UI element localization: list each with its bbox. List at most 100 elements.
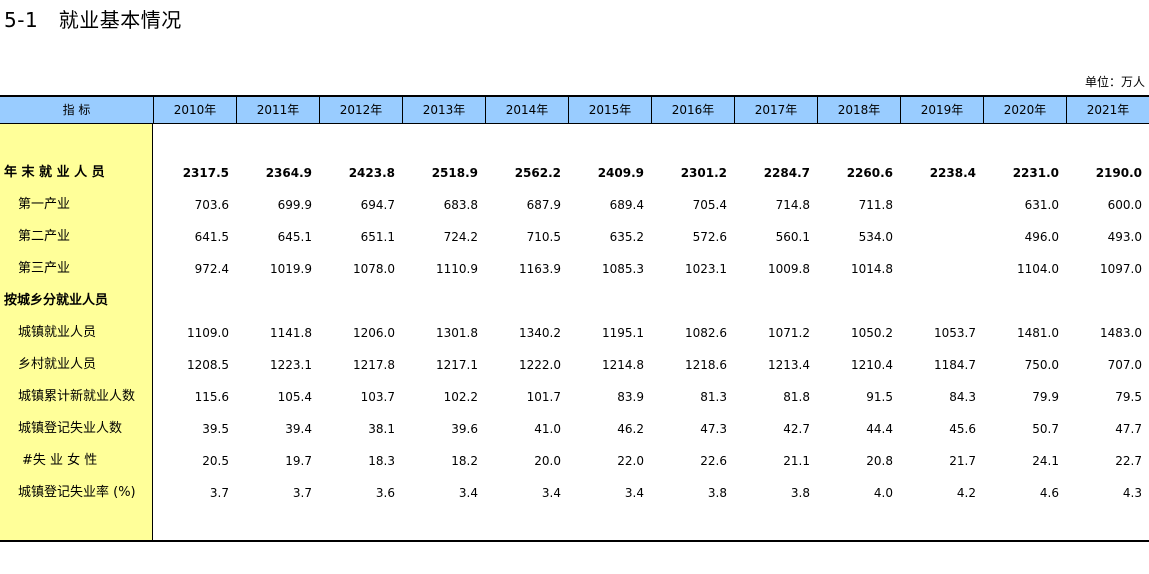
cell-value: 20.8 <box>866 454 893 468</box>
cell-value: 4.3 <box>1122 486 1142 500</box>
cell-value <box>1066 290 1142 312</box>
cell-value: 3.7 <box>209 486 229 500</box>
header-year: 2018年 <box>817 97 900 124</box>
cell-value: 493.0 <box>1107 230 1142 244</box>
cell-value: 699.9 <box>277 198 312 212</box>
cell-value: 47.7 <box>1115 422 1142 436</box>
cell-value: 710.5 <box>526 230 561 244</box>
cell-value: 694.7 <box>360 198 395 212</box>
cell-value: 1340.2 <box>519 326 561 340</box>
header-year: 2013年 <box>402 97 485 124</box>
cell-value: 651.1 <box>360 230 395 244</box>
cell-value: 45.6 <box>949 422 976 436</box>
cell-value: 1222.0 <box>519 358 561 372</box>
cell-value: 81.3 <box>700 390 727 404</box>
cell-value: 105.4 <box>277 390 312 404</box>
cell-value: 1184.7 <box>934 358 976 372</box>
table-row: 第一产业 703.6 699.9 694.7 683.8 687.9 689.4 705.4 7… <box>0 194 1149 216</box>
cell-value: 3.8 <box>707 486 727 500</box>
cell-value: 3.4 <box>541 486 561 500</box>
header-year: 2017年 <box>734 97 817 124</box>
cell-value: 1050.2 <box>851 326 893 340</box>
cell-value: 3.4 <box>458 486 478 500</box>
cell-value: 2238.4 <box>929 166 976 180</box>
cell-value: 1206.0 <box>353 326 395 340</box>
cell-value: 1109.0 <box>187 326 229 340</box>
cell-value: 707.0 <box>1107 358 1142 372</box>
cell-value: 1110.9 <box>436 262 478 276</box>
cell-value: 44.4 <box>866 422 893 436</box>
cell-value <box>236 290 312 312</box>
cell-value: 1218.6 <box>685 358 727 372</box>
cell-value: 1217.8 <box>353 358 395 372</box>
cell-value: 1019.9 <box>270 262 312 276</box>
cell-value: 750.0 <box>1024 358 1059 372</box>
row-label: 城镇累计新就业人数 <box>18 389 136 404</box>
cell-value: 635.2 <box>609 230 644 244</box>
cell-value <box>734 290 810 312</box>
cell-value: 21.1 <box>783 454 810 468</box>
cell-value: 84.3 <box>949 390 976 404</box>
header-year: 2020年 <box>983 97 1066 124</box>
cell-value: 3.8 <box>790 486 810 500</box>
cell-value: 714.8 <box>775 198 810 212</box>
cell-value: 689.4 <box>609 198 644 212</box>
cell-value: 4.2 <box>956 486 976 500</box>
header-year: 2016年 <box>651 97 734 124</box>
cell-value: 1301.8 <box>436 326 478 340</box>
row-label: 城镇就业人员 <box>18 325 97 340</box>
employment-table: 指 标 2010年 2011年 2012年 2013年 2014年 2015年 2016年 2… <box>0 95 1149 542</box>
cell-value: 1483.0 <box>1100 326 1142 340</box>
cell-value: 39.6 <box>451 422 478 436</box>
cell-value: 1195.1 <box>602 326 644 340</box>
cell-value: 711.8 <box>858 198 893 212</box>
cell-value: 641.5 <box>194 230 229 244</box>
cell-value: 2518.9 <box>431 166 478 180</box>
cell-value: 1213.4 <box>768 358 810 372</box>
cell-value <box>402 290 478 312</box>
cell-value: 1163.9 <box>519 262 561 276</box>
row-label: 第一产业 <box>18 197 71 212</box>
cell-value <box>900 258 976 280</box>
cell-value: 83.9 <box>617 390 644 404</box>
cell-value: 22.6 <box>700 454 727 468</box>
cell-value: 2301.2 <box>680 166 727 180</box>
row-label: #失 业 女 性 <box>22 453 98 468</box>
table-row: 城镇就业人员 1109.0 1141.8 1206.0 1301.8 1340.2 1195… <box>0 322 1149 344</box>
cell-value: 42.7 <box>783 422 810 436</box>
cell-value: 46.2 <box>617 422 644 436</box>
cell-value: 2284.7 <box>763 166 810 180</box>
cell-value: 2409.9 <box>597 166 644 180</box>
unit-label: 单位：万人 <box>1084 75 1145 89</box>
cell-value <box>568 290 644 312</box>
cell-value: 2190.0 <box>1095 166 1142 180</box>
cell-value <box>900 194 976 216</box>
cell-value: 1141.8 <box>270 326 312 340</box>
cell-value: 91.5 <box>866 390 893 404</box>
cell-value <box>153 290 229 312</box>
row-label: 乡村就业人员 <box>18 357 97 372</box>
cell-value: 1208.5 <box>187 358 229 372</box>
cell-value: 2317.5 <box>182 166 229 180</box>
cell-value: 560.1 <box>775 230 810 244</box>
cell-value: 1014.8 <box>851 262 893 276</box>
table-header-row: 指 标 2010年 2011年 2012年 2013年 2014年 2015年 2016年 2… <box>0 95 1149 124</box>
table-row: 乡村就业人员 1208.5 1223.1 1217.8 1217.1 1222.0 1214… <box>0 354 1149 376</box>
cell-value: 79.9 <box>1032 390 1059 404</box>
table-row: 城镇登记失业人数 39.5 39.4 38.1 39.6 41.0 46.2 47.3 42.7… <box>0 418 1149 440</box>
cell-value: 22.7 <box>1115 454 1142 468</box>
header-year: 2010年 <box>153 97 236 124</box>
cell-value: 38.1 <box>368 422 395 436</box>
table-row: 城镇累计新就业人数 115.6 105.4 103.7 102.2 101.7 83.9 81… <box>0 386 1149 408</box>
cell-value: 20.0 <box>534 454 561 468</box>
header-year: 2015年 <box>568 97 651 124</box>
header-year: 2014年 <box>485 97 568 124</box>
cell-value: 81.8 <box>783 390 810 404</box>
cell-value: 39.4 <box>285 422 312 436</box>
cell-value: 496.0 <box>1024 230 1059 244</box>
cell-value: 600.0 <box>1107 198 1142 212</box>
cell-value: 645.1 <box>277 230 312 244</box>
row-label: 第三产业 <box>18 261 71 276</box>
cell-value <box>900 226 976 248</box>
cell-value: 2562.2 <box>514 166 561 180</box>
